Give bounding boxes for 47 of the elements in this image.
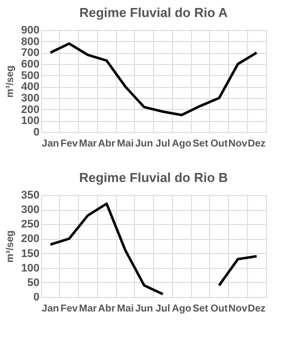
x-tick-label: Mar xyxy=(78,304,97,314)
x-tick-label: Jun xyxy=(135,304,154,314)
y-axis-title: m³/seg xyxy=(5,230,16,263)
chart-title: Regime Fluvial do Rio A xyxy=(79,5,228,20)
x-tick-label: Jan xyxy=(42,138,59,150)
x-tick-label: Out xyxy=(210,138,228,150)
x-tick-label: Nov xyxy=(228,138,248,150)
y-tick-label: 400 xyxy=(21,81,40,94)
x-tick-label: Abr xyxy=(98,304,116,314)
y-tick-label: 900 xyxy=(21,24,40,36)
x-tick-label: Mai xyxy=(117,304,134,314)
y-tick-label: 800 xyxy=(21,36,40,48)
y-tick-label: 700 xyxy=(21,47,40,60)
x-tick-label: Nov xyxy=(228,304,248,314)
y-tick-label: 100 xyxy=(21,262,40,274)
y-tick-label: 0 xyxy=(33,292,40,304)
y-tick-label: 300 xyxy=(21,92,40,104)
y-axis-title: m³/seg xyxy=(5,65,16,98)
x-tick-label: Jul xyxy=(156,138,170,150)
x-tick-label: Set xyxy=(192,138,209,150)
x-tick-label: Abr xyxy=(98,138,116,150)
x-tick-label: Mai xyxy=(117,138,134,150)
y-tick-label: 200 xyxy=(21,104,40,116)
x-tick-label: Out xyxy=(210,304,228,314)
x-tick-label: Jan xyxy=(42,304,59,314)
y-tick-label: 600 xyxy=(21,58,40,70)
y-tick-label: 500 xyxy=(21,70,40,82)
y-tick-label: 250 xyxy=(21,218,40,231)
x-tick-label: Fev xyxy=(60,304,78,314)
x-tick-label: Set xyxy=(192,304,209,314)
x-tick-label: Mar xyxy=(78,138,97,150)
line-series xyxy=(49,42,258,116)
x-tick-label: Jun xyxy=(135,138,154,150)
x-tick-label: Ago xyxy=(172,304,192,314)
y-tick-label: 50 xyxy=(27,276,40,289)
chart-title: Regime Fluvial do Rio B xyxy=(79,170,228,185)
x-tick-label: Fev xyxy=(60,138,78,150)
y-tick-label: 100 xyxy=(21,115,40,128)
y-tick-label: 300 xyxy=(21,204,40,216)
x-tick-label: Jul xyxy=(156,304,170,314)
y-tick-label: 150 xyxy=(21,248,40,260)
x-tick-label: Dez xyxy=(248,138,266,150)
x-tick-label: Dez xyxy=(248,304,266,314)
y-tick-label: 350 xyxy=(21,190,40,202)
y-tick-label: 200 xyxy=(21,233,40,246)
x-tick-label: Ago xyxy=(172,138,192,150)
y-tick-label: 0 xyxy=(33,126,40,138)
